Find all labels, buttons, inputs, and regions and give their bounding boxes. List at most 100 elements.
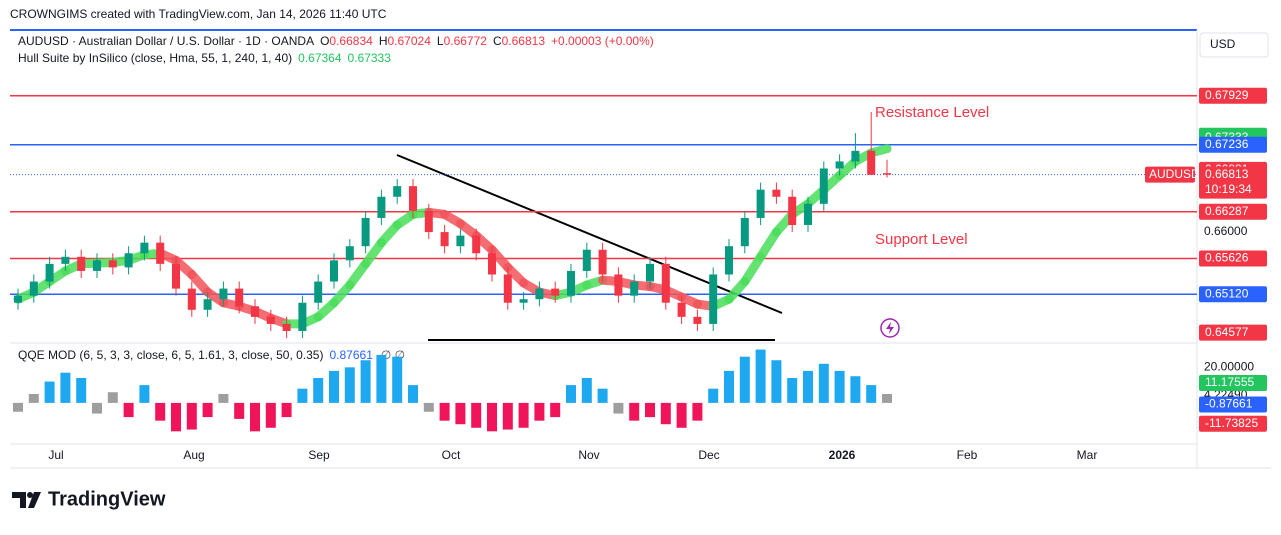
x-tick-label: Feb	[957, 448, 978, 462]
candle-body	[314, 281, 323, 303]
qqe-bar	[455, 402, 466, 425]
qqe-bar	[313, 378, 324, 403]
annotation: Support Level	[875, 231, 968, 248]
candle-body	[377, 196, 386, 218]
candle-body	[630, 281, 639, 296]
header: AUDUSD · Australian Dollar / U.S. Dollar…	[18, 34, 654, 48]
hull-segment	[756, 227, 781, 262]
alert-bolt[interactable]	[886, 322, 894, 334]
candle-body	[646, 263, 654, 282]
candle-body	[835, 161, 844, 169]
candle-body	[883, 173, 891, 175]
price-tag-label: 0.65626	[1205, 251, 1249, 265]
candle-body	[93, 260, 101, 271]
x-tick-label: Sep	[308, 448, 330, 462]
qqe-tag-label: 11.17555	[1205, 375, 1254, 389]
c-value: 0.66813	[502, 34, 546, 48]
x-tick-label: Dec	[698, 448, 719, 462]
candle-body	[124, 253, 133, 268]
price-tag-label: 0.66287	[1205, 204, 1249, 218]
qqe-tag-label: -11.73825	[1205, 416, 1258, 430]
qqe-bar	[787, 378, 798, 403]
qqe-header: QQE MOD (6, 5, 3, 3, close, 6, 5, 1.61, …	[18, 348, 405, 362]
qqe-bar	[344, 367, 355, 403]
candle-body	[503, 274, 512, 303]
qqe-bar	[755, 349, 766, 403]
candle-body	[851, 150, 860, 162]
brand: TradingView	[48, 488, 166, 510]
candle-body	[804, 203, 812, 226]
qqe-bar	[439, 402, 450, 421]
qqe-bar	[613, 402, 624, 414]
qqe-bar	[218, 394, 229, 403]
qqe-bar	[550, 402, 561, 418]
qqe-bar	[882, 394, 892, 403]
l-letter: L	[437, 34, 444, 48]
currency-box[interactable]	[1199, 32, 1269, 58]
qqe-bar	[803, 370, 813, 403]
candle-body	[251, 306, 259, 317]
qqe-bar	[107, 392, 118, 403]
price-tag	[1199, 250, 1267, 267]
candle-body	[266, 316, 275, 324]
qqe-bar	[123, 402, 134, 418]
hull-value: 0.67333	[348, 51, 392, 65]
candle-body	[156, 242, 165, 264]
symbol-tag-label: AUDUSD	[1149, 167, 1200, 181]
candle-body	[172, 263, 180, 289]
qqe-bar	[423, 402, 434, 412]
candle-body	[235, 288, 244, 307]
candle-body	[788, 196, 797, 226]
qqe-bar	[44, 381, 55, 403]
candle-body	[519, 299, 528, 303]
candle-body	[187, 288, 196, 310]
qqe-tag	[1199, 375, 1267, 392]
alert-icon[interactable]	[880, 318, 900, 338]
qqe-bar	[250, 402, 260, 432]
candle-body	[693, 316, 702, 324]
symbol-tag	[1145, 166, 1195, 183]
candle-body	[424, 210, 433, 233]
price-tag-label: 0.67929	[1205, 88, 1249, 102]
candle-body	[567, 270, 575, 296]
qqe-bar	[139, 385, 150, 403]
qqe-bar	[408, 385, 418, 403]
candle-body	[108, 260, 117, 268]
qqe-tag-label: -0.87661	[1205, 397, 1253, 411]
candle-body	[219, 288, 228, 300]
candle-body	[345, 246, 354, 261]
currency[interactable]: USD	[1210, 37, 1236, 51]
candle-body	[756, 189, 765, 218]
qqe-bar	[13, 402, 23, 412]
qqe-bar	[818, 363, 829, 403]
price-tag	[1199, 136, 1267, 153]
x-tick-label: Nov	[578, 448, 599, 462]
candle-body	[77, 256, 86, 271]
qqe-tag	[1199, 396, 1267, 413]
x-tick-label: Oct	[442, 448, 461, 462]
qqe-bar	[692, 402, 703, 421]
title: AUDUSD · Australian Dollar / U.S. Dollar…	[18, 34, 314, 48]
candle-body	[472, 235, 481, 254]
logo-dot	[27, 492, 33, 498]
x-tick-label: 2026	[829, 448, 856, 462]
qqe-bar	[392, 356, 403, 403]
candle-body	[598, 249, 607, 275]
qqe-value: 0.87661	[329, 348, 373, 362]
qqe-bar	[850, 376, 861, 403]
candle-body	[203, 299, 212, 310]
candle-body	[709, 274, 718, 324]
qqe-bar	[202, 402, 213, 418]
hull-value: 0.67364	[298, 51, 342, 65]
qqe-bar	[92, 402, 102, 414]
qqe-tag	[1199, 415, 1267, 432]
qqe-bar	[281, 402, 292, 418]
price-tag-label: 0.64577	[1205, 325, 1249, 339]
change: +0.00003 (+0.00%)	[551, 34, 654, 48]
qqe-bar	[487, 402, 497, 432]
logo-mark	[12, 492, 41, 508]
candle-body	[440, 232, 449, 247]
candle-body	[61, 256, 70, 264]
candle-body	[45, 263, 54, 282]
